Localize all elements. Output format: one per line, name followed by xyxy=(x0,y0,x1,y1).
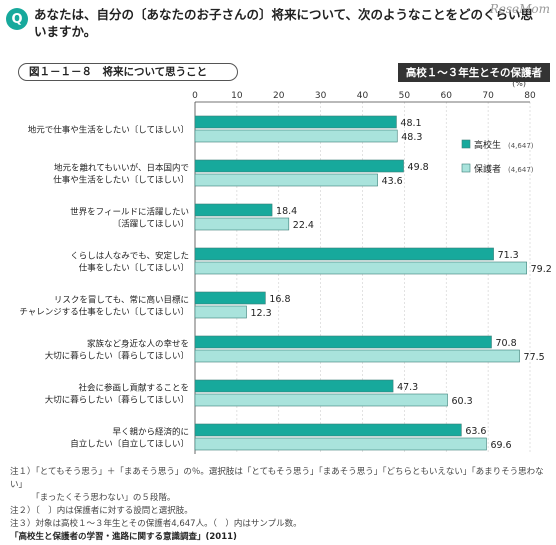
category-label: 地元で仕事や生活をしたい〔してほしい〕 xyxy=(28,125,189,136)
bar-parent xyxy=(194,305,247,319)
category-label: リスクを冒しても、常に高い目標に xyxy=(54,295,189,306)
note-line: 注２）〔 〕内は保護者に対する設問と選択肢。 xyxy=(10,506,193,516)
x-tick-label: 10 xyxy=(231,91,243,101)
data-label: 63.6 xyxy=(465,426,486,437)
category-label: くらしは人なみでも、安定した xyxy=(70,251,189,262)
category-label: 仕事や生活をしたい〔してほしい〕 xyxy=(53,175,189,186)
legend-label: 保護者 xyxy=(474,163,501,175)
bar-student xyxy=(194,335,492,349)
category-label: 大切に暮らしたい〔暮らしてほしい〕 xyxy=(45,351,189,362)
bar-parent xyxy=(194,261,527,275)
question-text: あなたは、自分の〔あなたのお子さんの〕将来について、次のようなことをどのくらい思… xyxy=(34,7,534,39)
data-label: 77.5 xyxy=(524,352,545,363)
category-label: チャレンジする仕事をしたい〔してほしい〕 xyxy=(19,307,189,318)
bar-student xyxy=(194,115,397,129)
bar-student xyxy=(194,159,404,173)
x-tick-label: 60 xyxy=(441,91,453,101)
bar-student xyxy=(194,423,462,437)
bar-student xyxy=(194,203,273,217)
bar-parent xyxy=(194,437,487,451)
legend-sample-size: (4,647) xyxy=(508,142,534,150)
bar-parent xyxy=(194,173,378,187)
x-tick-label: 30 xyxy=(315,91,327,101)
category-label: 自立したい〔自立してほしい〕 xyxy=(70,439,189,450)
legend-label: 高校生 xyxy=(474,139,501,151)
data-label: 47.3 xyxy=(397,382,418,393)
category-label: 大切に暮らしたい〔暮らしてほしい〕 xyxy=(45,395,189,406)
category-label: 社会に参画し貢献することを xyxy=(78,383,189,394)
bar-parent xyxy=(194,217,290,231)
category-label: 世界をフィールドに活躍したい xyxy=(70,207,189,218)
legend-sample-size: (4,647) xyxy=(508,166,534,174)
data-label: 16.8 xyxy=(269,294,290,305)
category-label: 〔活躍してほしい〕 xyxy=(113,219,189,230)
category-label: 家族など身近な人の幸せを xyxy=(87,339,189,350)
x-tick-label: 0 xyxy=(192,91,198,101)
data-label: 49.8 xyxy=(408,162,429,173)
legend-swatch xyxy=(461,163,471,173)
unit-label: (%) xyxy=(512,79,526,88)
data-label: 71.3 xyxy=(498,250,519,261)
watermark-logo: ReseMom xyxy=(489,2,550,16)
note-line: 注３）対象は高校１～３年生とその保護者4,647人。（ ）内はサンプル数。 xyxy=(10,519,302,529)
data-label: 79.2 xyxy=(531,264,552,275)
data-label: 18.4 xyxy=(276,206,297,217)
bar-parent xyxy=(194,349,520,363)
respondents-tag: 高校１～３年生とその保護者 xyxy=(397,63,550,82)
x-tick-label: 80 xyxy=(524,91,536,101)
bar-student xyxy=(194,379,394,393)
figure-title: 図１－１－８ 将来について思うこと xyxy=(18,63,238,81)
data-label: 48.3 xyxy=(401,132,422,143)
x-tick-label: 20 xyxy=(273,91,285,101)
legend-swatch xyxy=(461,139,471,149)
note-line: 注１）「とてもそう思う」＋「まあそう思う」の％。選択肢は「とてもそう思う」「まあ… xyxy=(10,467,544,490)
category-label: 早く親から経済的に xyxy=(112,427,189,438)
bar-student xyxy=(194,247,494,261)
source-citation: 「高校生と保護者の学習・進路に関する意識調査」(2011) xyxy=(10,532,237,542)
data-label: 70.8 xyxy=(495,338,516,349)
notes-block: 注１）「とてもそう思う」＋「まあそう思う」の％。選択肢は「とてもそう思う」「まあ… xyxy=(10,466,550,544)
category-label: 仕事をしたい〔してほしい〕 xyxy=(79,263,189,274)
data-label: 48.1 xyxy=(400,118,421,129)
bar-parent xyxy=(194,129,398,143)
question-badge: Q xyxy=(6,8,28,30)
data-label: 43.6 xyxy=(382,176,403,187)
bar-chart: (%) 0 10 20 30 40 50 60 70 80 地元で仕事や生活をしたい〔してほしい〕 4… xyxy=(19,79,552,454)
category-label: 地元を離れてもいいが、日本国内で xyxy=(54,163,189,174)
x-tick-label: 50 xyxy=(399,91,411,101)
x-tick-label: 70 xyxy=(482,91,494,101)
data-label: 60.3 xyxy=(452,396,473,407)
bar-student xyxy=(194,291,266,305)
data-label: 12.3 xyxy=(251,308,272,319)
data-label: 22.4 xyxy=(293,220,314,231)
x-tick-label: 40 xyxy=(357,91,369,101)
note-line: 「まったくそう思わない」の５段階。 xyxy=(10,493,176,503)
data-label: 69.6 xyxy=(490,440,511,451)
bar-parent xyxy=(194,393,448,407)
